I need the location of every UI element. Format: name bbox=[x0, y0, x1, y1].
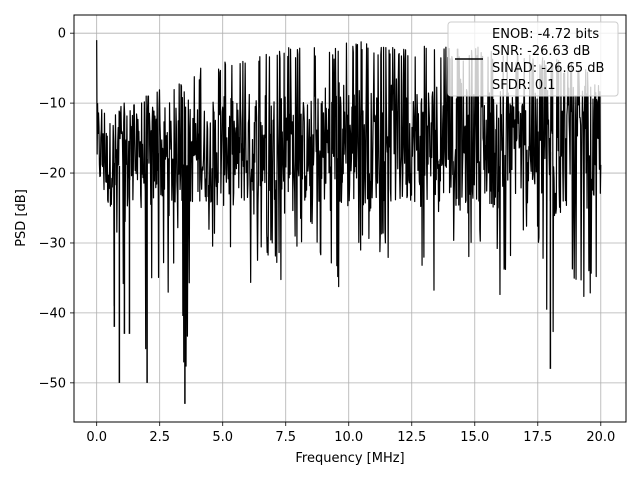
x-tick-label: 15.0 bbox=[460, 430, 489, 445]
x-tick-label: 0.0 bbox=[86, 430, 107, 445]
y-tick-label: −20 bbox=[39, 167, 66, 182]
x-tick-label: 10.0 bbox=[334, 430, 363, 445]
legend-line-sfdr: SFDR: 0.1 bbox=[492, 78, 556, 93]
x-axis-label: Frequency [MHz] bbox=[295, 451, 404, 466]
y-tick-label: −30 bbox=[39, 236, 66, 251]
y-tick-label: −40 bbox=[39, 306, 66, 321]
x-tick-label: 5.0 bbox=[212, 430, 233, 445]
x-tick-label: 7.5 bbox=[275, 430, 296, 445]
x-axis: 0.0 2.5 5.0 7.5 10.0 12.5 15.0 17.5 20.0 bbox=[86, 422, 615, 445]
y-tick-label: −50 bbox=[39, 376, 66, 391]
legend-line-enob: ENOB: -4.72 bits bbox=[492, 27, 599, 42]
plot-frame bbox=[73, 14, 627, 423]
y-tick-label: 0 bbox=[58, 27, 66, 42]
psd-trace bbox=[96, 40, 602, 367]
x-tick-label: 17.5 bbox=[523, 430, 552, 445]
x-tick-label: 20.0 bbox=[586, 430, 615, 445]
y-tick-label: −10 bbox=[39, 97, 66, 112]
legend-box bbox=[447, 21, 619, 97]
series-layer bbox=[96, 40, 602, 404]
x-tick-label: 12.5 bbox=[397, 430, 426, 445]
legend-line-sinad: SINAD: -26.65 dB bbox=[492, 61, 604, 76]
legend-line-snr: SNR: -26.63 dB bbox=[492, 44, 590, 59]
legend: ENOB: -4.72 bits SNR: -26.63 dB SINAD: -… bbox=[447, 21, 619, 97]
y-axis-label: PSD [dB] bbox=[14, 189, 29, 247]
x-tick-label: 2.5 bbox=[149, 430, 170, 445]
y-axis: 0 −10 −20 −30 −40 −50 bbox=[39, 27, 74, 391]
